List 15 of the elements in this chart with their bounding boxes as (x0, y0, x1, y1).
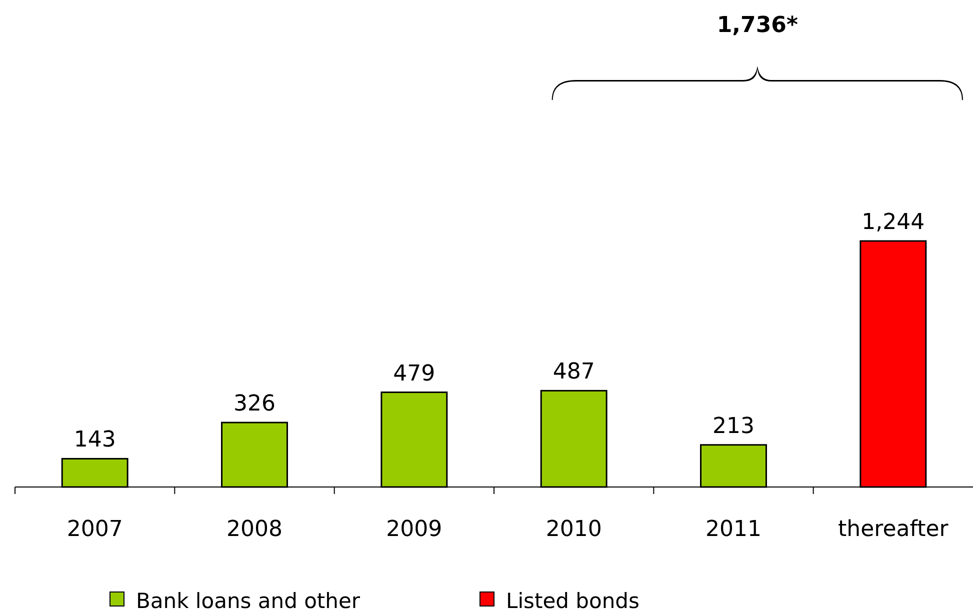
text: 1,736* (716, 13, 798, 38)
x-tick-label: 2010 (546, 517, 602, 542)
x-tick-label: 2009 (386, 517, 442, 542)
x-tick-label: thereafter (838, 517, 950, 542)
x-tick-label: 2011 (706, 517, 762, 542)
data-label: 326 (234, 392, 276, 417)
legend-label: Listed bonds (506, 589, 640, 613)
data-label: 479 (393, 361, 436, 386)
data-label: 1,244 (862, 210, 925, 235)
x-tick-label: 2007 (66, 517, 123, 542)
data-label: 143 (74, 428, 116, 453)
x-tick-label: 2008 (226, 517, 282, 542)
legend-label: Bank loans and other (136, 589, 360, 613)
data-label: 213 (712, 414, 754, 439)
data-label: 487 (552, 360, 595, 385)
